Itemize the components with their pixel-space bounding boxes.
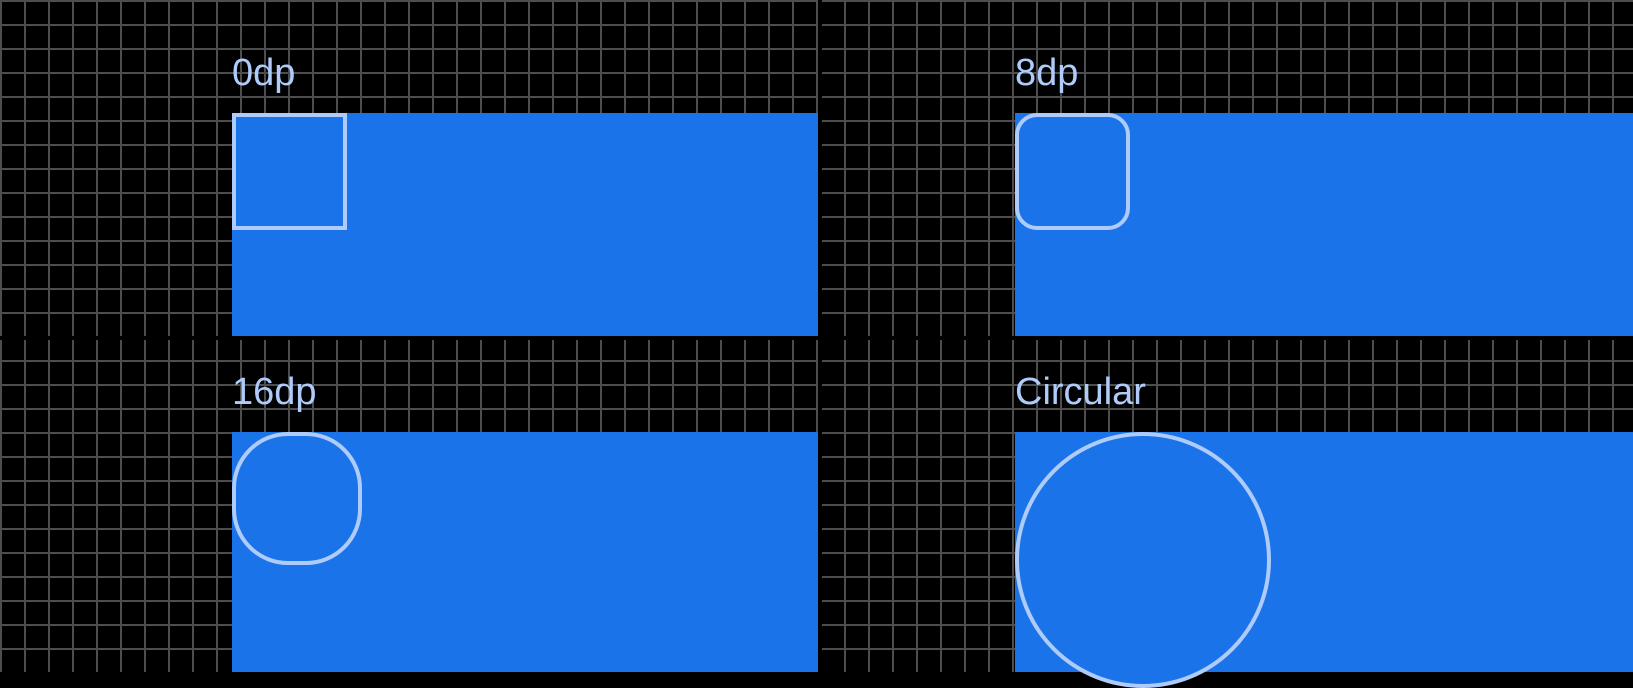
shape-sample-circular[interactable] — [1015, 432, 1271, 688]
shape-sample-8dp[interactable] — [1015, 113, 1130, 230]
shape-sample-0dp[interactable] — [232, 113, 347, 230]
shape-sample-16dp[interactable] — [232, 432, 362, 565]
panel-label-8dp: 8dp — [1015, 52, 1079, 94]
panel-label-0dp: 0dp — [232, 52, 296, 94]
panel-label-circular: Circular — [1015, 371, 1146, 413]
panel-label-16dp: 16dp — [232, 371, 317, 413]
